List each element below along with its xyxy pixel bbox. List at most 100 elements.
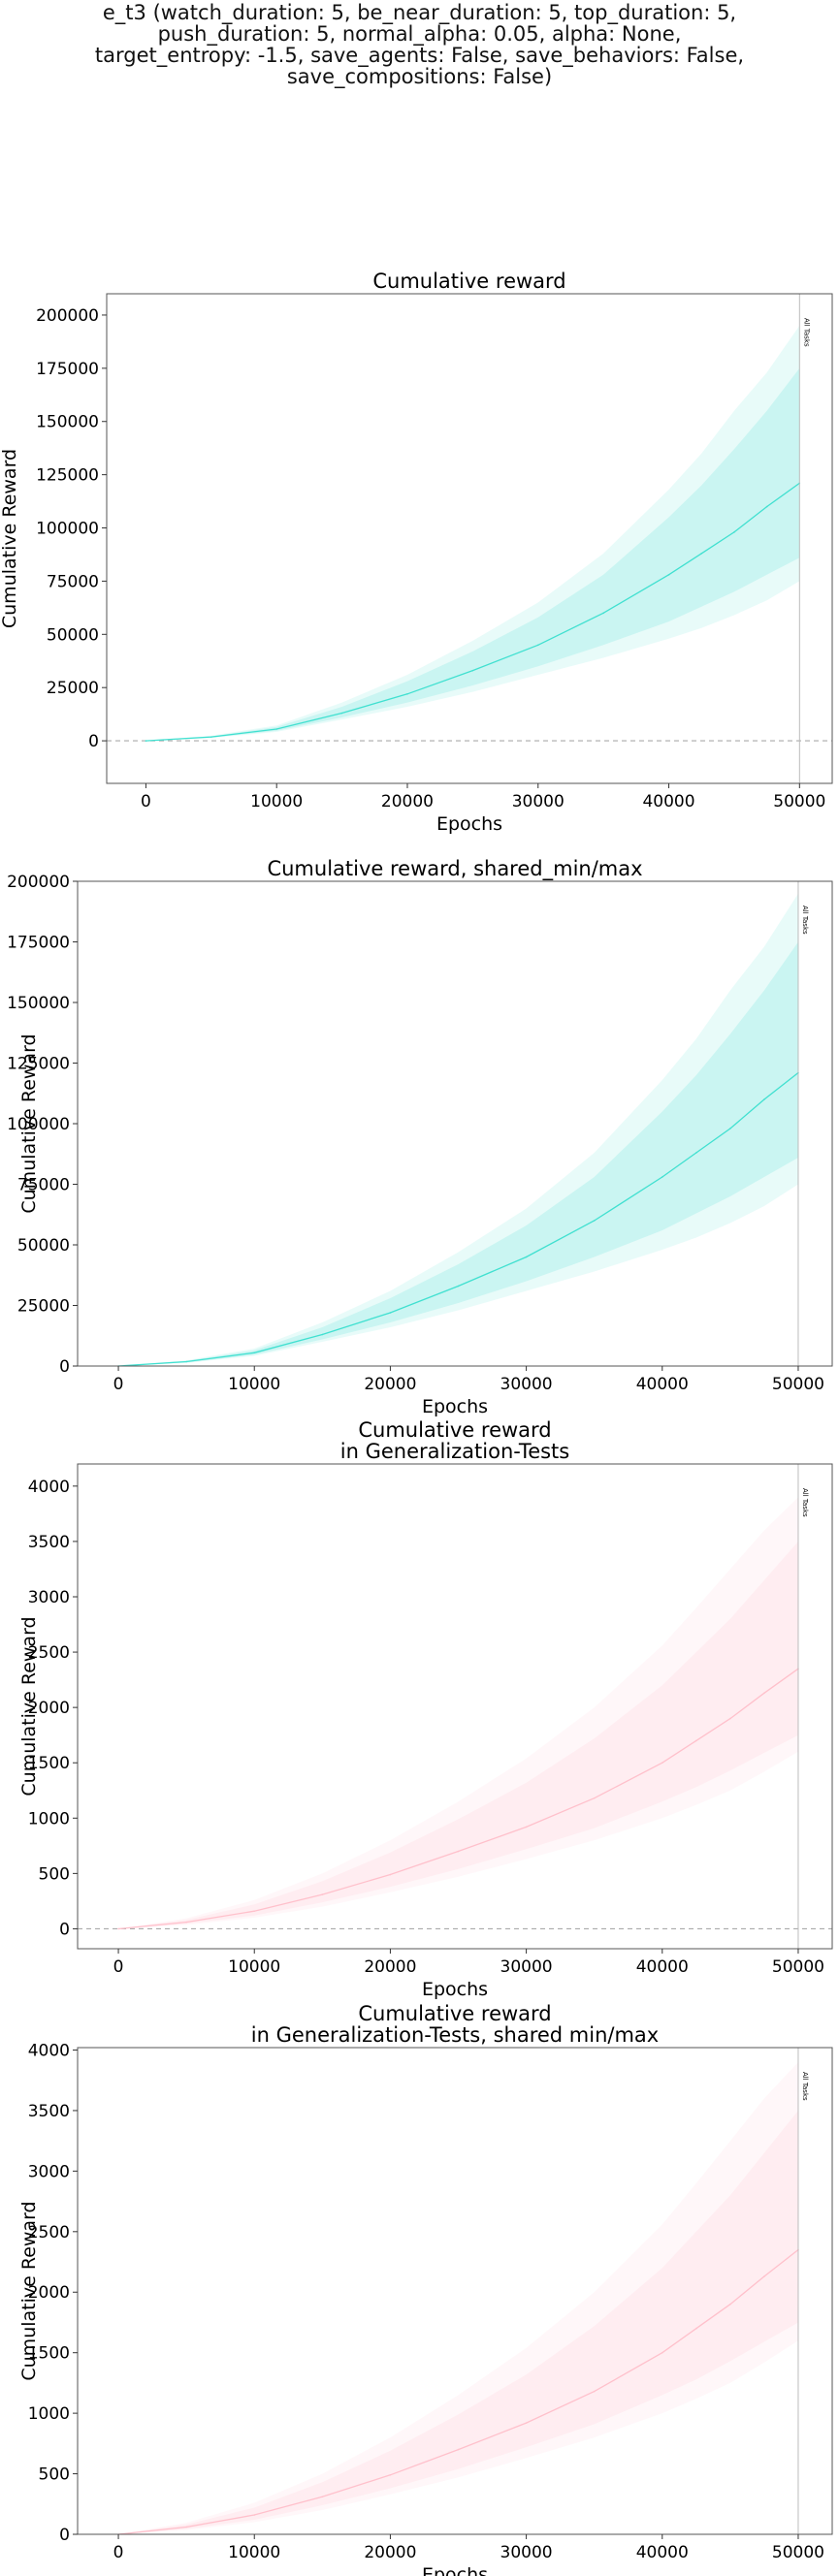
y-tick-label: 3500 (28, 1533, 70, 1552)
data-point (602, 612, 604, 615)
data-point (733, 531, 735, 533)
data-point (185, 1921, 187, 1924)
y-tick-label: 0 (59, 2526, 70, 2545)
task-vline-label: All Tasks (802, 318, 810, 347)
y-tick-label: 2500 (28, 1643, 70, 1663)
data-point (661, 1176, 663, 1178)
y-tick-label: 150000 (36, 413, 99, 432)
x-axis-label: Epochs (422, 2564, 488, 2576)
data-point (765, 505, 768, 508)
x-axis-label: Epochs (422, 1396, 488, 1417)
plot-area (117, 2062, 799, 2534)
data-point (389, 1873, 392, 1876)
y-tick-label: 200000 (36, 306, 99, 326)
data-point (763, 2275, 765, 2277)
y-tick-label: 200000 (7, 873, 70, 892)
data-point (525, 1256, 528, 1258)
data-point (525, 1826, 528, 1829)
x-tick-label: 30000 (512, 792, 565, 811)
data-point (185, 2526, 187, 2528)
data-point (275, 728, 278, 730)
y-tick-label: 0 (88, 732, 99, 751)
y-tick-label: 1500 (28, 1754, 70, 1773)
x-tick-label: 30000 (500, 1957, 553, 1977)
subplot-4: All Tasks 0 10000 20000 30000 40000 50000 0 500 1… (18, 2002, 833, 2576)
subplot-title: Cumulative reward, shared_min/max (267, 857, 642, 881)
data-point (763, 1098, 765, 1100)
y-tick-label: 4000 (28, 1478, 70, 1497)
minmax-band (118, 1497, 799, 1929)
x-tick-label: 20000 (381, 792, 434, 811)
y-tick-label: 175000 (7, 934, 70, 953)
y-tick-label: 50000 (47, 625, 99, 645)
axes-frame (77, 2047, 833, 2535)
data-point (471, 669, 474, 672)
data-point (593, 1797, 596, 1799)
data-point (661, 2351, 663, 2354)
x-tick-label: 10000 (250, 792, 303, 811)
data-point (525, 2422, 528, 2424)
y-tick-label: 3000 (28, 2162, 70, 2181)
subplot-title: Cumulative reward (372, 270, 565, 293)
y-tick-label: 75000 (47, 572, 99, 591)
y-tick-label: 50000 (17, 1236, 70, 1256)
x-tick-label: 50000 (772, 2543, 824, 2562)
y-axis-label: Cumulative Reward (18, 1616, 40, 1796)
y-tick-label: 1000 (28, 1809, 70, 1829)
data-point (185, 1360, 187, 1363)
suptitle-line: push_duration: 5, normal_alpha: 0.05, al… (157, 22, 682, 46)
figure-suptitle: e_t3 (watch_duration: 5, be_near_duratio… (0, 2, 839, 87)
x-axis-label: Epochs (422, 1979, 488, 2000)
subplot-title: in Generalization-Tests, shared min/max (251, 2023, 659, 2047)
axes-frame (106, 293, 833, 784)
x-tick-label: 40000 (636, 2543, 689, 2562)
data-point (593, 1220, 596, 1222)
data-point (667, 574, 670, 576)
data-point (340, 712, 343, 715)
data-point (729, 1717, 731, 1720)
y-tick-label: 3500 (28, 2102, 70, 2121)
data-point (695, 2327, 697, 2330)
y-axis-label: Cumulative Reward (18, 2201, 40, 2380)
y-tick-label: 25000 (47, 679, 99, 698)
x-tick-label: 50000 (772, 1957, 824, 1977)
suptitle-line: e_t3 (watch_duration: 5, be_near_duratio… (102, 1, 737, 24)
y-tick-label: 0 (59, 1357, 70, 1377)
data-point (253, 2514, 256, 2516)
suptitle-line: save_compositions: False) (286, 65, 553, 88)
task-vline-label: All Tasks (801, 2072, 809, 2101)
data-point (661, 1762, 663, 1765)
suptitle-line: target_entropy: -1.5, save_agents: False… (94, 44, 745, 67)
plot-area (78, 1497, 832, 1930)
x-tick-label: 40000 (642, 792, 694, 811)
data-point (593, 2390, 596, 2393)
y-axis-label: Cumulative Reward (0, 449, 20, 628)
y-tick-label: 4000 (28, 2041, 70, 2060)
y-tick-label: 2000 (28, 1699, 70, 1718)
subplot-1: All Tasks 0 10000 20000 30000 40000 50000 0 2500… (0, 270, 833, 835)
data-point (763, 1692, 765, 1695)
data-point (695, 1152, 697, 1154)
plot-area (107, 325, 832, 742)
x-tick-label: 20000 (364, 1957, 416, 1977)
data-point (457, 1850, 460, 1853)
data-point (253, 1910, 256, 1912)
task-vline-label: All Tasks (801, 906, 809, 935)
y-tick-label: 175000 (36, 360, 99, 379)
subplot-title: Cumulative reward (358, 2002, 551, 2025)
x-tick-label: 50000 (773, 792, 825, 811)
data-point (389, 2474, 392, 2476)
data-point (406, 692, 408, 695)
x-tick-label: 0 (113, 2543, 124, 2562)
y-tick-label: 2000 (28, 2283, 70, 2303)
x-tick-label: 10000 (228, 1957, 280, 1977)
minmax-band (118, 2062, 799, 2534)
y-tick-label: 75000 (17, 1176, 70, 1195)
subplot-title: Cumulative reward (358, 1418, 551, 1442)
y-tick-label: 100000 (36, 520, 99, 539)
x-tick-label: 0 (113, 1957, 124, 1977)
data-point (321, 1333, 324, 1336)
x-tick-label: 30000 (500, 2543, 553, 2562)
data-point (210, 736, 212, 738)
